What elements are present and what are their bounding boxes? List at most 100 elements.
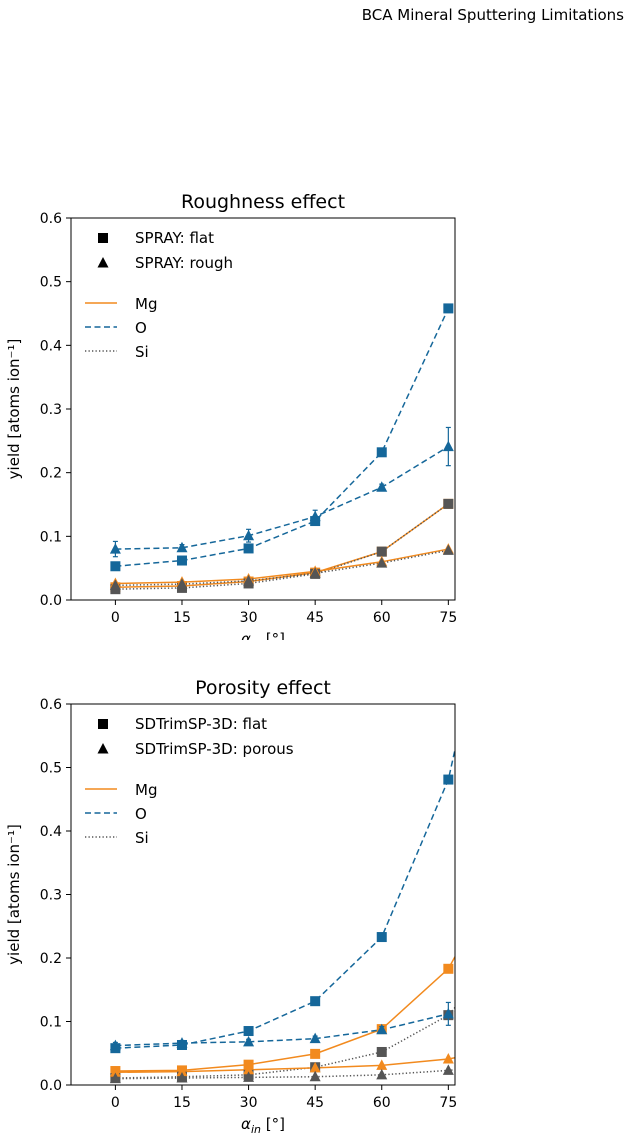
roughness-legend-square-marker [98, 233, 108, 243]
roughness-y-tick-label: 0.2 [40, 466, 62, 482]
porosity-x-tick-label: 45 [306, 1095, 324, 1111]
porosity-mg-porous-point [376, 1059, 388, 1070]
porosity-x-tick-label: 60 [373, 1095, 391, 1111]
roughness-o-rough-point [176, 541, 188, 553]
roughness-si-rough-point [243, 574, 255, 586]
porosity-legend-line-label: Mg [135, 781, 157, 799]
roughness-legend-marker-label: SPRAY: rough [135, 254, 233, 272]
porosity-legend-line-label: O [135, 805, 147, 823]
porosity-mg-flat-point [443, 963, 454, 974]
porosity-y-tick-label: 0.5 [40, 761, 62, 777]
porosity-si-porous-point [442, 1064, 454, 1075]
roughness-legend-line-label: Mg [135, 295, 157, 313]
porosity-o-porous-point [376, 1023, 388, 1035]
porosity-o-porous-point [442, 1007, 454, 1019]
porosity-x-tick-label: 15 [173, 1095, 191, 1111]
running-header: BCA Mineral Sputtering Limitations [361, 6, 624, 24]
roughness-o-flat-point [176, 555, 187, 566]
roughness-o-rough-point [309, 510, 321, 522]
porosity-y-tick-label: 0.3 [40, 888, 62, 904]
porosity-y-tick-label: 0.0 [40, 1078, 62, 1094]
roughness-x-tick-label: 60 [373, 610, 391, 626]
roughness-x-tick-label: 0 [111, 610, 120, 626]
roughness-plot-frame [70, 217, 456, 601]
porosity-si-flat-point [376, 1046, 387, 1057]
roughness-y-tick-label: 0.4 [40, 338, 62, 354]
porosity-plot-frame [70, 703, 456, 1086]
porosity-o-flat-point [376, 932, 387, 943]
roughness-x-tick-label: 75 [439, 610, 457, 626]
porosity-x-axis-label: αin [°] [241, 1115, 285, 1136]
roughness-y-axis-label: yield [atoms ion⁻¹] [5, 339, 23, 480]
porosity-mg-flat-point [310, 1048, 321, 1059]
roughness-x-axis-label: αin [°] [241, 630, 285, 640]
roughness-y-tick-label: 0.6 [40, 211, 62, 227]
roughness-si-rough-point [176, 578, 188, 589]
porosity-mg-porous-point [309, 1061, 321, 1073]
porosity-x-tick-label: 0 [111, 1095, 120, 1111]
porosity-mg-porous-point [442, 1052, 454, 1064]
porosity-o-flat-point [443, 774, 454, 785]
porosity-si-flat-line [115, 1007, 455, 1079]
roughness-x-tick-label: 15 [173, 610, 191, 626]
porosity-y-tick-label: 0.1 [40, 1015, 62, 1031]
porosity-si-porous-point [176, 1072, 188, 1083]
roughness-o-rough-point [376, 481, 388, 492]
roughness-effect-chart: Roughness effect 0 15 30 45 60 75 0.0 0.1 0.2 0.3 0… [5, 191, 457, 640]
porosity-legend-triangle-marker [97, 743, 109, 754]
roughness-legend-triangle-marker [97, 257, 109, 268]
roughness-o-rough-line [115, 445, 449, 550]
porosity-si-porous-point [376, 1068, 388, 1080]
roughness-x-tick-label: 45 [306, 610, 324, 626]
roughness-si-flat-point [443, 498, 454, 509]
porosity-plot-area [109, 749, 455, 1084]
roughness-si-rough-point [309, 567, 321, 578]
roughness-si-rough-point [442, 544, 454, 555]
porosity-o-porous-point [309, 1032, 321, 1044]
roughness-x-tick-label: 30 [240, 610, 258, 626]
roughness-y-tick-label: 0.0 [40, 593, 62, 609]
porosity-o-porous-point [176, 1037, 188, 1048]
roughness-plot-area [109, 303, 454, 595]
porosity-y-tick-label: 0.6 [40, 697, 62, 713]
porosity-x-tick-label: 75 [439, 1095, 457, 1111]
roughness-o-flat-line [115, 308, 450, 568]
porosity-legend-marker-label: SDTrimSP-3D: flat [135, 715, 267, 733]
roughness-o-rough-point [243, 529, 255, 541]
roughness-o-flat-point [376, 447, 387, 458]
porosity-mg-porous-point [176, 1065, 188, 1077]
porosity-o-porous-point [109, 1039, 121, 1051]
roughness-o-flat-point [110, 561, 121, 572]
porosity-y-tick-label: 0.2 [40, 951, 62, 967]
roughness-chart-title: Roughness effect [181, 191, 345, 213]
roughness-si-rough-point [376, 557, 388, 568]
roughness-si-rough-point [109, 579, 121, 590]
porosity-chart-title: Porosity effect [195, 677, 331, 699]
porosity-y-axis-label: yield [atoms ion⁻¹] [5, 824, 23, 965]
porosity-o-flat-line [115, 749, 455, 1049]
roughness-y-tick-label: 0.5 [40, 275, 62, 291]
roughness-si-flat-point [376, 546, 387, 557]
roughness-o-flat-point [243, 543, 254, 554]
porosity-legend-square-marker [98, 719, 108, 729]
roughness-y-tick-label: 0.3 [40, 402, 62, 418]
porosity-o-porous-line [115, 1011, 455, 1047]
roughness-o-rough-point [442, 440, 454, 452]
porosity-o-porous-point [243, 1035, 255, 1047]
porosity-mg-porous-point [243, 1063, 255, 1075]
roughness-legend-marker-label: SPRAY: flat [135, 229, 214, 247]
porosity-si-porous-point [109, 1072, 121, 1084]
roughness-si-flat-line [115, 503, 449, 590]
porosity-x-tick-label: 30 [240, 1095, 258, 1111]
roughness-y-tick-label: 0.1 [40, 529, 62, 545]
roughness-o-flat-point [443, 303, 454, 314]
porosity-si-porous-point [243, 1071, 255, 1082]
roughness-legend-line-label: O [135, 319, 147, 337]
porosity-legend-line-label: Si [135, 829, 149, 847]
porosity-o-flat-point [310, 996, 321, 1007]
porosity-o-flat-point [243, 1026, 254, 1037]
roughness-legend-line-label: Si [135, 343, 149, 361]
porosity-y-tick-label: 0.4 [40, 824, 62, 840]
porosity-mg-porous-point [109, 1066, 121, 1077]
